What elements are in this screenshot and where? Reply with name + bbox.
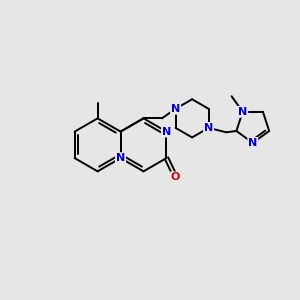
Text: N: N	[204, 123, 213, 133]
Text: O: O	[171, 172, 180, 182]
Text: N: N	[248, 138, 257, 148]
Text: N: N	[162, 127, 171, 136]
Text: N: N	[171, 104, 180, 114]
Text: N: N	[238, 107, 247, 117]
Text: N: N	[116, 153, 125, 163]
